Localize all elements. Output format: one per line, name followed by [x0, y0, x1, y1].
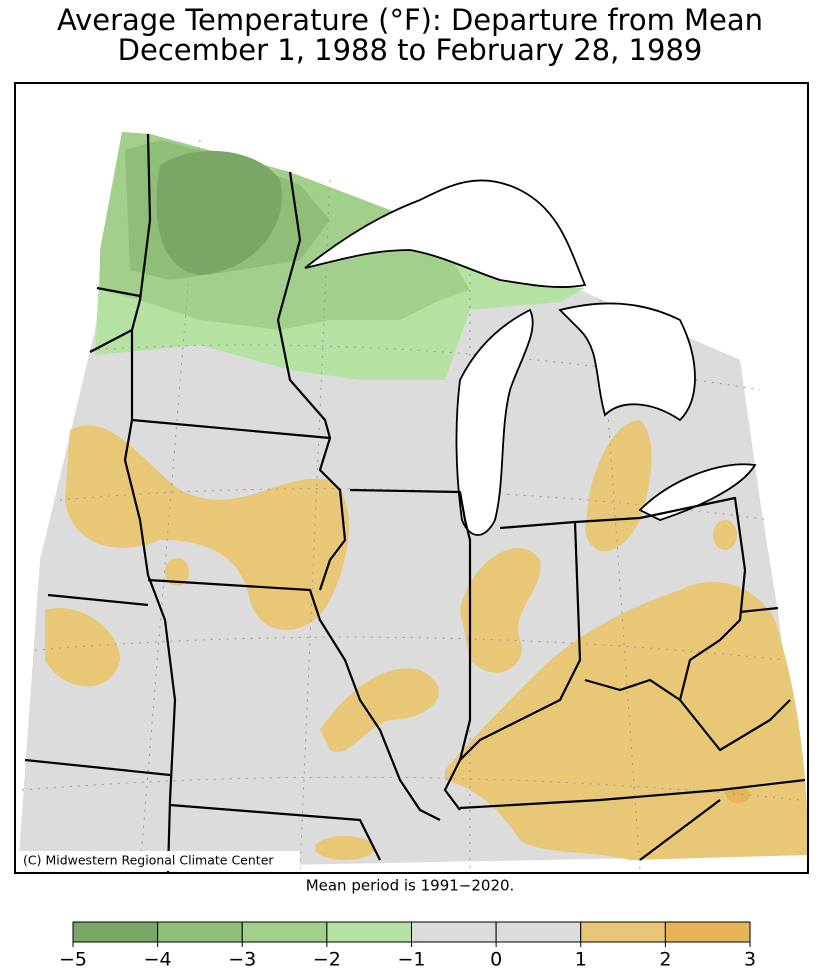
colorbar-segment: [326, 921, 412, 943]
note: Mean period is 1991−2020.: [306, 877, 515, 895]
title-line: Average Temperature (°F): Departure from…: [57, 3, 763, 37]
colorbar-segment: [495, 921, 582, 943]
map-frame: [14, 82, 809, 874]
colorbar-tick-label: −5: [59, 949, 87, 971]
title-line: December 1, 1988 to February 28, 1989: [118, 33, 703, 67]
region-warm-2: [726, 787, 750, 803]
map: (C) Midwestern Regional Climate Center: [14, 82, 809, 874]
colorbar-tick-label: 2: [659, 949, 671, 971]
colorbar-segment: [72, 921, 159, 943]
colorbar-segment: [157, 921, 243, 943]
colorbar-tick-label: 0: [490, 949, 502, 971]
colorbar-tick-label: −2: [313, 949, 341, 971]
credit-box: [18, 851, 300, 871]
colorbar-tick-label: −4: [144, 949, 172, 971]
state-borders: [24, 133, 806, 873]
colorbar-tick-label: 1: [575, 949, 587, 971]
colorbar: −5 −4 −3 −2 −1 0 1 2 3: [59, 921, 756, 971]
colorbar-tick-label: −3: [228, 949, 256, 971]
colorbar-tick-label: 3: [744, 949, 756, 971]
credit: (C) Midwestern Regional Climate Center: [23, 853, 274, 868]
colorbar-segment: [411, 921, 497, 943]
colorbar-tick-label: −1: [397, 949, 425, 971]
colorbar-segment: [580, 921, 666, 943]
lakes: [304, 179, 757, 536]
colorbar-segment: [241, 921, 328, 943]
graticule: [21, 139, 801, 871]
region-cool-4: [156, 150, 282, 275]
colorbar-segment: [664, 921, 751, 943]
